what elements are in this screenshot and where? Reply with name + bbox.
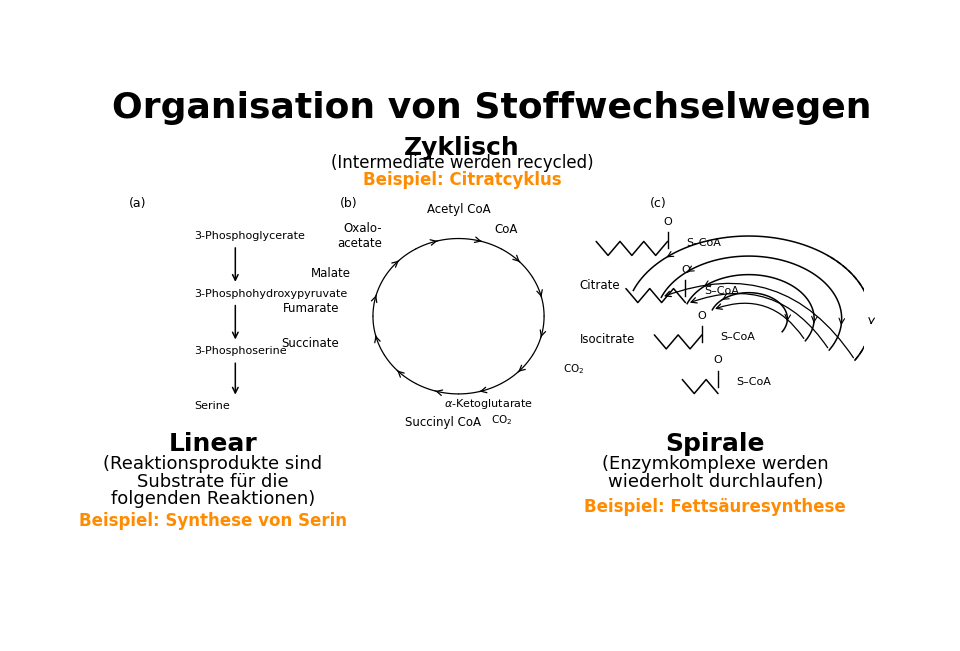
Text: Succinyl CoA: Succinyl CoA bbox=[405, 417, 481, 430]
Text: S–CoA: S–CoA bbox=[721, 332, 756, 342]
Text: wiederholt durchlaufen): wiederholt durchlaufen) bbox=[608, 473, 823, 491]
Text: Beispiel: Fettsäuresynthese: Beispiel: Fettsäuresynthese bbox=[585, 497, 846, 516]
Text: S–CoA: S–CoA bbox=[704, 286, 739, 296]
Text: Beispiel: Citratcyklus: Beispiel: Citratcyklus bbox=[363, 171, 562, 189]
Text: CoA: CoA bbox=[493, 223, 517, 236]
Text: CO$_2$: CO$_2$ bbox=[563, 362, 584, 376]
Text: 3-Phosphoglycerate: 3-Phosphoglycerate bbox=[194, 231, 305, 241]
Text: Spirale: Spirale bbox=[665, 432, 765, 456]
Text: folgenden Reaktionen): folgenden Reaktionen) bbox=[110, 490, 315, 508]
Text: (Enzymkomplexe werden: (Enzymkomplexe werden bbox=[602, 455, 828, 473]
Text: Linear: Linear bbox=[169, 432, 257, 456]
Text: Substrate für die: Substrate für die bbox=[137, 473, 289, 491]
Text: (a): (a) bbox=[129, 197, 147, 210]
Text: $\alpha$-Ketoglutarate: $\alpha$-Ketoglutarate bbox=[444, 397, 533, 411]
Text: Beispiel: Synthese von Serin: Beispiel: Synthese von Serin bbox=[79, 512, 347, 530]
Text: Serine: Serine bbox=[194, 402, 230, 411]
Text: O: O bbox=[663, 217, 672, 227]
Text: 3-Phosphohydroxypyruvate: 3-Phosphohydroxypyruvate bbox=[194, 288, 348, 299]
Text: Citrate: Citrate bbox=[580, 279, 620, 292]
Text: Fumarate: Fumarate bbox=[283, 302, 340, 315]
Text: O: O bbox=[713, 355, 723, 365]
Text: (c): (c) bbox=[650, 197, 666, 210]
Text: CO$_2$: CO$_2$ bbox=[491, 413, 513, 427]
Text: 3-Phosphoserine: 3-Phosphoserine bbox=[194, 346, 287, 356]
Text: (Reaktionsprodukte sind: (Reaktionsprodukte sind bbox=[104, 455, 323, 473]
Text: S–CoA: S–CoA bbox=[686, 238, 721, 249]
Text: Isocitrate: Isocitrate bbox=[580, 333, 636, 346]
Text: Malate: Malate bbox=[311, 267, 350, 280]
Text: Organisation von Stoffwechselwegen: Organisation von Stoffwechselwegen bbox=[112, 90, 872, 124]
Text: Zyklisch: Zyklisch bbox=[404, 136, 520, 159]
Text: O: O bbox=[681, 264, 690, 275]
Text: O: O bbox=[698, 311, 707, 321]
Text: (Intermediate werden recycled): (Intermediate werden recycled) bbox=[331, 154, 593, 173]
Text: Oxalo-
acetate: Oxalo- acetate bbox=[337, 222, 382, 250]
Text: S–CoA: S–CoA bbox=[736, 376, 772, 387]
Text: Acetyl CoA: Acetyl CoA bbox=[426, 203, 491, 216]
Text: Succinate: Succinate bbox=[281, 337, 340, 350]
Text: (b): (b) bbox=[340, 197, 357, 210]
